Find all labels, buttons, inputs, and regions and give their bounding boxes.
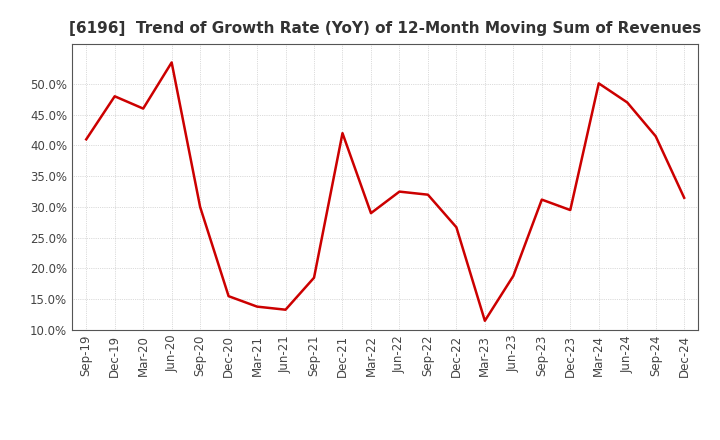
Title: [6196]  Trend of Growth Rate (YoY) of 12-Month Moving Sum of Revenues: [6196] Trend of Growth Rate (YoY) of 12-…: [69, 21, 701, 36]
